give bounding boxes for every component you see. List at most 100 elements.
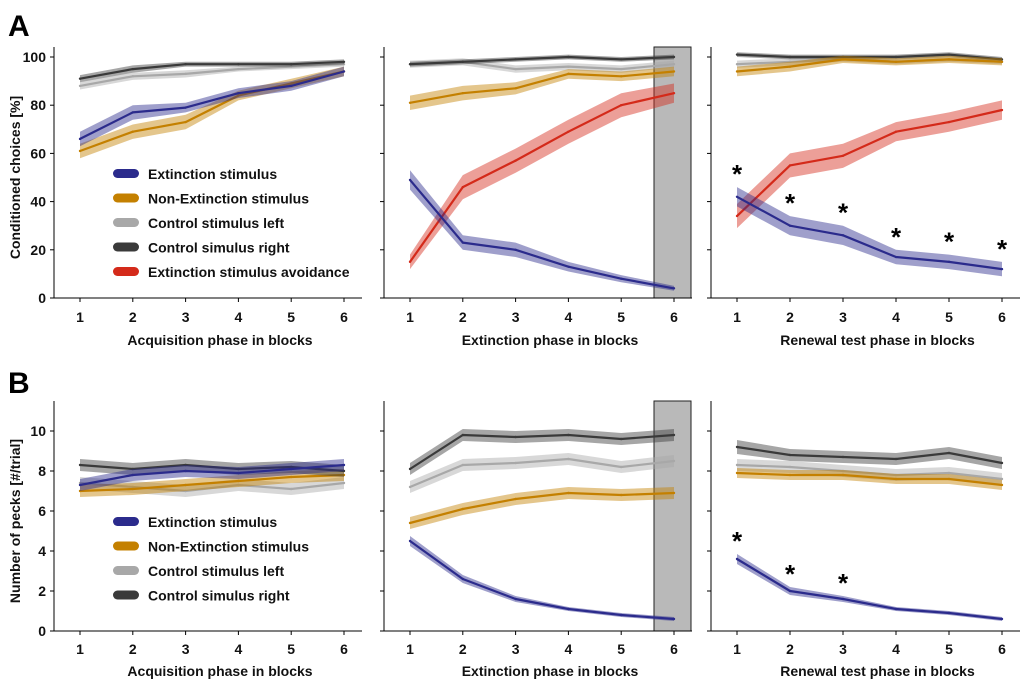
series-line: [79, 60, 345, 80]
significance-star: *: [838, 198, 849, 228]
error-band: [737, 187, 1002, 277]
panel-letter: A: [8, 10, 30, 43]
x-tick-label: 2: [786, 641, 794, 657]
data-point: [461, 433, 464, 437]
x-axis-label: Renewal test phase in blocks: [780, 663, 975, 679]
error-band: [737, 468, 1002, 490]
data-point: [947, 477, 951, 481]
series-control-simulus-right: [408, 429, 676, 475]
data-point: [672, 433, 676, 437]
data-point: [735, 463, 739, 467]
data-point: [620, 613, 623, 617]
legend-item-extinction-stimulus: Extinction stimulus: [113, 514, 277, 530]
data-point: [290, 82, 293, 85]
error-band: [80, 66, 344, 147]
y-tick-label: 8: [38, 463, 46, 479]
data-point: [514, 435, 517, 439]
data-point: [408, 63, 412, 66]
data-point: [184, 483, 187, 487]
series-line: [409, 433, 675, 470]
panel-letter: B: [8, 367, 30, 400]
data-point: [841, 234, 845, 237]
data-point: [735, 557, 739, 561]
y-tick-label: 10: [30, 423, 46, 439]
data-point: [620, 67, 623, 71]
x-tick-label: 3: [512, 309, 520, 325]
x-tick-label: 2: [459, 309, 467, 325]
data-point: [78, 84, 82, 88]
data-point: [342, 473, 346, 477]
data-point: [620, 75, 623, 78]
data-point: [841, 55, 845, 59]
data-point: [184, 489, 187, 493]
data-point: [514, 67, 517, 71]
x-tick-label: 2: [129, 309, 137, 325]
y-tick-label: 60: [30, 145, 46, 161]
data-point: [408, 521, 412, 525]
x-tick-label: 5: [287, 309, 295, 325]
data-point: [290, 65, 293, 68]
data-point: [788, 55, 792, 59]
subplot-1: 0 20 40 60 80 100 1 2 3 4 5 6 Acquisition phase in b…: [23, 47, 362, 348]
data-point: [788, 65, 792, 68]
data-point: [461, 91, 464, 95]
data-point: [131, 130, 134, 133]
data-point: [237, 63, 240, 66]
series-line: [79, 70, 345, 140]
data-point: [894, 607, 898, 611]
legend-swatch: [113, 193, 139, 203]
data-point: [672, 70, 676, 73]
data-point: [514, 58, 517, 61]
series-line: [409, 491, 675, 525]
series-line: [409, 457, 675, 489]
legend-swatch: [113, 517, 139, 526]
series-line: [79, 70, 345, 153]
panel-a: A Conditioned choices [%] 0 20 40 60 80 100 1 2 3 4…: [7, 10, 1020, 348]
series-extinction-stimulus: [408, 170, 676, 291]
x-tick-label: 5: [617, 641, 625, 657]
series-extinction-stimulus: [735, 554, 1004, 621]
significance-star: *: [944, 227, 955, 257]
data-point: [894, 255, 898, 259]
error-band: [410, 170, 674, 291]
legend-item-extinction-stimulus-avoidance: Extinction stimulus avoidance: [113, 264, 350, 280]
legend-label: Extinction stimulus avoidance: [148, 264, 350, 280]
data-point: [342, 60, 346, 64]
data-point: [290, 467, 293, 471]
data-point: [461, 241, 464, 244]
x-tick-label: 3: [182, 641, 190, 657]
error-band: [410, 487, 674, 529]
series-non-extinction-stimulus: [735, 55, 1004, 77]
data-point: [1000, 267, 1004, 271]
data-point: [947, 53, 951, 56]
data-point: [342, 463, 346, 467]
data-point: [788, 60, 792, 64]
data-point: [788, 589, 792, 593]
legend: Extinction stimulus Non-Extinction stimul…: [113, 166, 350, 280]
series-line: [409, 70, 675, 104]
legend-item-extinction-stimulus: Extinction stimulus: [113, 166, 277, 182]
data-point: [1000, 461, 1004, 465]
significance-star: *: [891, 222, 902, 252]
data-point: [131, 111, 134, 114]
x-tick-label: 1: [406, 641, 414, 657]
y-tick-label: 20: [30, 242, 46, 258]
data-point: [78, 137, 82, 141]
data-point: [620, 493, 623, 497]
data-point: [237, 471, 240, 475]
significance-star: *: [997, 234, 1008, 264]
x-axis-label: Extinction phase in blocks: [462, 663, 639, 679]
data-point: [788, 164, 792, 167]
data-point: [620, 104, 623, 107]
legend-item-control-simulus-right: Control simulus right: [113, 240, 290, 256]
x-tick-label: 6: [998, 309, 1006, 325]
legend-label: Extinction stimulus: [148, 166, 277, 182]
data-point: [735, 63, 739, 66]
significance-star: *: [838, 568, 849, 598]
data-point: [567, 457, 570, 461]
data-point: [1000, 617, 1004, 621]
x-tick-label: 4: [565, 309, 573, 325]
x-tick-label: 4: [892, 641, 900, 657]
series-non-extinction-stimulus: [78, 469, 346, 497]
